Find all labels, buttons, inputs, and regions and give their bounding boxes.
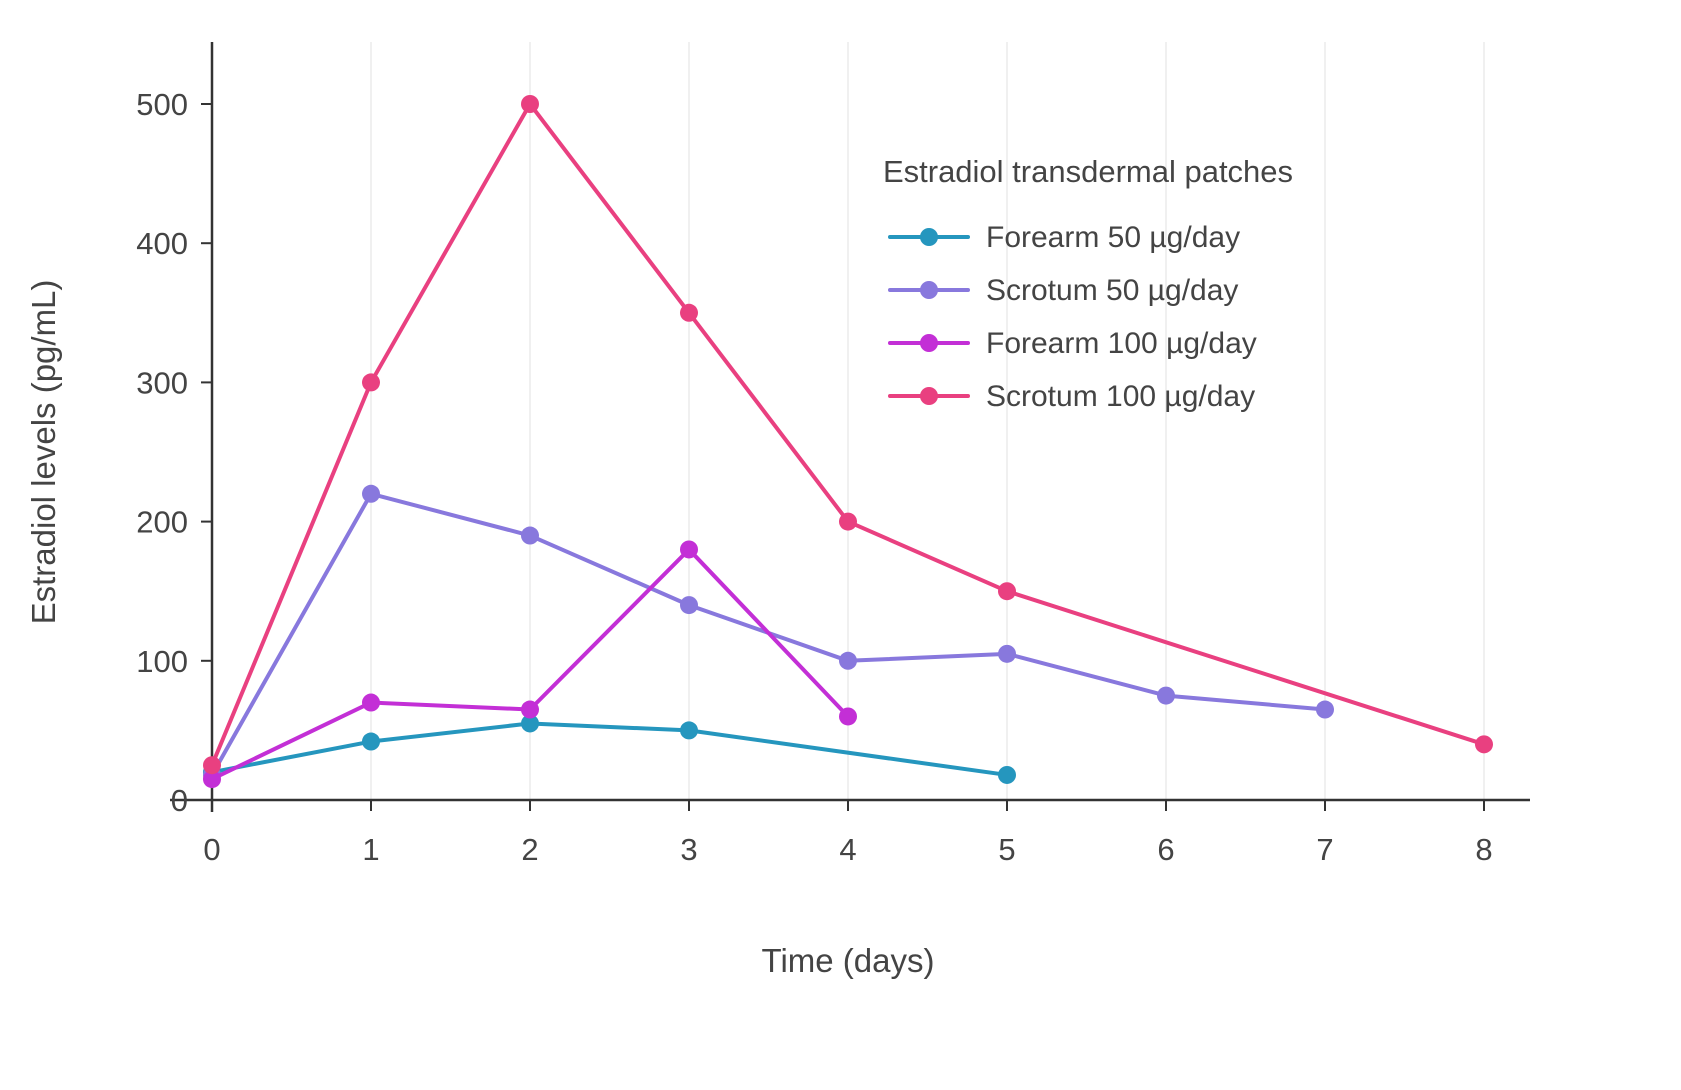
data-point-2-0 [203,770,221,789]
legend-label-0: Forearm 50 µg/day [986,221,1240,254]
data-point-1-1 [362,484,380,503]
x-axis-title: Time (days) [762,942,935,979]
data-point-2-2 [521,700,539,719]
x-tick-label-7: 7 [1316,832,1333,867]
grid-layer [211,42,1485,800]
x-tick-label-4: 4 [839,832,856,867]
data-point-1-4 [839,651,857,670]
x-tick-label-3: 3 [680,832,697,867]
x-tick-label-1: 1 [362,832,379,867]
data-point-1-2 [521,526,539,545]
data-point-3-4 [839,512,857,531]
data-point-2-4 [839,707,857,726]
x-tick-label-5: 5 [998,832,1015,867]
axes-layer: 0 1 2 3 4 5 6 7 8 0 100 200 300 400 500 [136,42,1530,867]
series-layer [203,95,1493,789]
data-point-0-1 [362,732,380,751]
legend-marker-3 [920,387,938,405]
data-point-2-1 [362,693,380,712]
x-tick-label-6: 6 [1157,832,1174,867]
y-tick-label-500: 500 [136,87,188,122]
y-tick-label-300: 300 [136,365,188,400]
y-tick-label-200: 200 [136,505,188,540]
data-point-3-2 [521,95,539,113]
data-point-0-2 [521,714,539,733]
y-tick-label-400: 400 [136,226,188,261]
data-point-0-3 [680,721,698,740]
x-tick-label-0: 0 [203,832,220,867]
data-point-3-5 [998,582,1016,601]
data-point-3-3 [680,303,698,322]
legend-marker-1 [920,281,938,299]
data-point-3-1 [362,373,380,392]
data-point-3-0 [203,756,221,775]
y-tick-label-100: 100 [136,644,188,679]
legend-label-1: Scrotum 50 µg/day [986,274,1238,307]
data-point-3-6 [1475,735,1493,754]
data-point-1-5 [998,644,1016,663]
legend-label-3: Scrotum 100 µg/day [986,380,1255,413]
data-point-0-4 [998,765,1016,784]
y-axis-title: Estradiol levels (pg/mL) [25,280,62,625]
data-point-1-7 [1316,700,1334,719]
legend-label-2: Forearm 100 µg/day [986,327,1257,360]
data-point-1-6 [1157,686,1175,705]
legend-marker-0 [920,228,938,246]
data-point-2-3 [680,540,698,559]
legend-title: Estradiol transdermal patches [883,154,1293,189]
legend: Forearm 50 µg/day Scrotum 50 µg/day Forear… [888,221,1257,413]
data-point-1-3 [680,596,698,615]
y-tick-label-0: 0 [171,783,188,818]
x-tick-label-2: 2 [521,832,538,867]
x-tick-label-8: 8 [1475,832,1492,867]
series-line-0 [210,721,1009,777]
legend-marker-2 [920,334,938,352]
